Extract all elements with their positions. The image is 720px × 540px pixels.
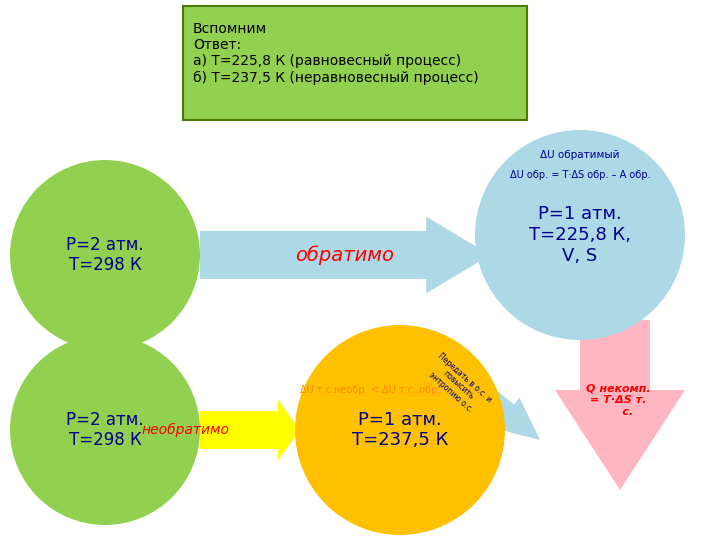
Text: обратимо: обратимо [296,245,395,265]
Text: P=1 атм.
T=225,8 К,
V, S: P=1 атм. T=225,8 К, V, S [529,205,631,265]
Text: P=2 атм.
T=298 К: P=2 атм. T=298 К [66,235,144,274]
Text: ΔU т.с.необр. < ΔU т.с.,обр.: ΔU т.с.необр. < ΔU т.с.,обр. [300,385,440,395]
Text: ΔU обр. = T·ΔS обр. – A обр.: ΔU обр. = T·ΔS обр. – A обр. [510,170,650,180]
Circle shape [295,325,505,535]
FancyBboxPatch shape [183,6,527,120]
Text: ΔU обратимый: ΔU обратимый [540,150,620,160]
Text: P=1 атм.
T=237,5 К: P=1 атм. T=237,5 К [352,410,448,449]
Text: Передать в о.с. и
повысить
энтропию о.с.: Передать в о.с. и повысить энтропию о.с. [423,351,494,419]
Circle shape [10,160,200,350]
Text: необратимо: необратимо [141,423,229,437]
Circle shape [475,130,685,340]
Text: P=2 атм.
T=298 К: P=2 атм. T=298 К [66,410,144,449]
FancyArrow shape [423,341,540,440]
FancyArrow shape [200,217,490,293]
Circle shape [10,335,200,525]
Text: Вспомним
Ответ:
а) Т=225,8 К (равновесный процесс)
б) Т=237,5 К (неравновесный п: Вспомним Ответ: а) Т=225,8 К (равновесны… [193,22,479,85]
FancyArrow shape [200,400,300,461]
Polygon shape [555,320,685,490]
Text: Q некомп.
= T·ΔS т.
     с.: Q некомп. = T·ΔS т. с. [585,383,650,416]
